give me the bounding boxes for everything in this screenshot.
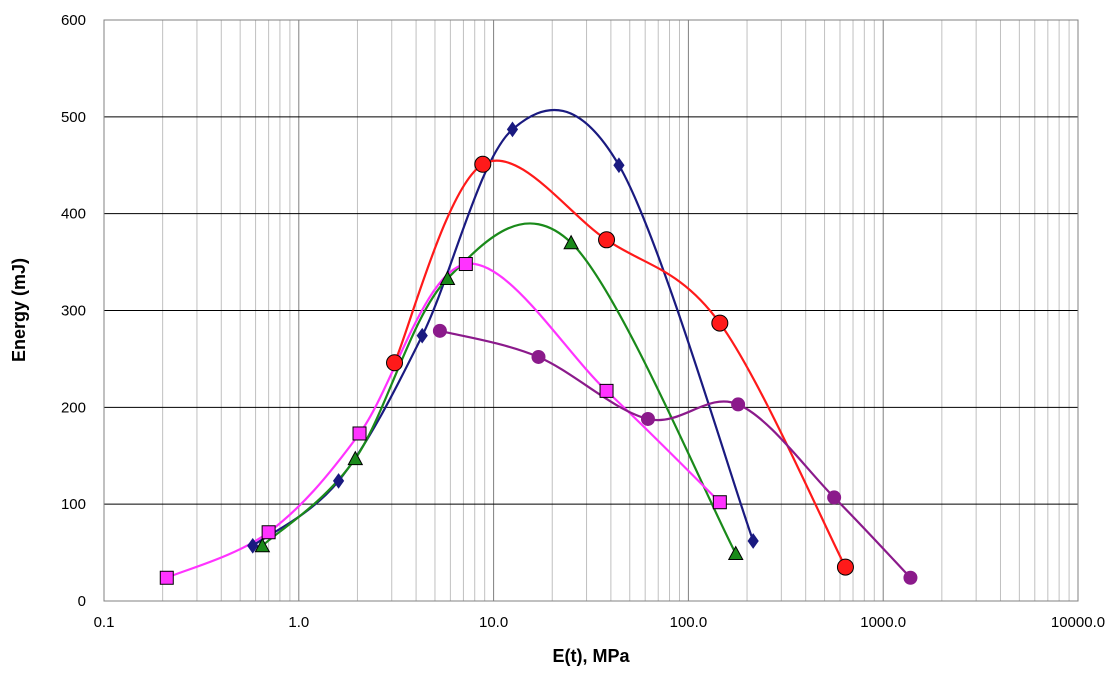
series-1-point	[416, 327, 428, 344]
x-tick-label: 100.0	[670, 614, 708, 631]
x-tick-label: 0.1	[94, 614, 115, 631]
y-tick-label: 100	[61, 496, 86, 513]
series-3-point	[727, 545, 744, 561]
series-4-point	[599, 383, 614, 398]
y-axis-tick-labels: 0 100 200 300 400 500 600	[61, 12, 86, 610]
x-tick-label: 1000.0	[860, 614, 906, 631]
series-2-point	[386, 354, 404, 372]
series-2-point	[598, 231, 616, 249]
series-1-point	[506, 121, 519, 138]
series-4-point	[261, 525, 276, 540]
series-5-point	[903, 570, 918, 585]
y-tick-label: 200	[61, 399, 86, 416]
series-2-point	[474, 155, 492, 173]
series-3-point	[563, 234, 579, 250]
y-axis-title: Energy (mJ)	[9, 258, 29, 362]
y-tick-label: 300	[61, 303, 86, 320]
series-4-point	[458, 257, 473, 272]
series-5-line	[439, 329, 912, 579]
series-2-point	[711, 314, 729, 332]
series-1-point	[613, 157, 625, 174]
x-tick-label: 10.0	[479, 614, 508, 631]
series-markers	[159, 121, 918, 585]
series-1-point	[332, 473, 345, 489]
series-4-point	[159, 570, 174, 585]
series-5-point	[432, 323, 447, 338]
x-axis-tick-labels: 0.1 1.0 10.0 100.0 1000.0 10000.0	[94, 614, 1106, 631]
series-3-point	[347, 450, 364, 466]
plot-border	[103, 19, 1079, 602]
y-tick-label: 0	[78, 593, 86, 610]
series-5-point	[731, 397, 746, 412]
series-4-point	[712, 495, 727, 510]
series-1-point	[747, 533, 759, 549]
series-2-point	[836, 558, 854, 576]
x-tick-label: 1.0	[288, 614, 309, 631]
series-5-point	[531, 349, 546, 364]
y-tick-label: 600	[61, 12, 86, 29]
series-1-point	[247, 537, 259, 554]
y-tick-label: 400	[61, 206, 86, 223]
series-5-point	[827, 490, 842, 505]
x-axis-title: E(t), MPa	[552, 646, 630, 666]
series-3-point	[254, 537, 271, 553]
series-3-point	[439, 270, 456, 286]
series-4-point	[352, 426, 367, 441]
series-5-point	[640, 411, 655, 426]
x-tick-label: 10000.0	[1051, 614, 1105, 631]
y-tick-label: 500	[61, 109, 86, 126]
